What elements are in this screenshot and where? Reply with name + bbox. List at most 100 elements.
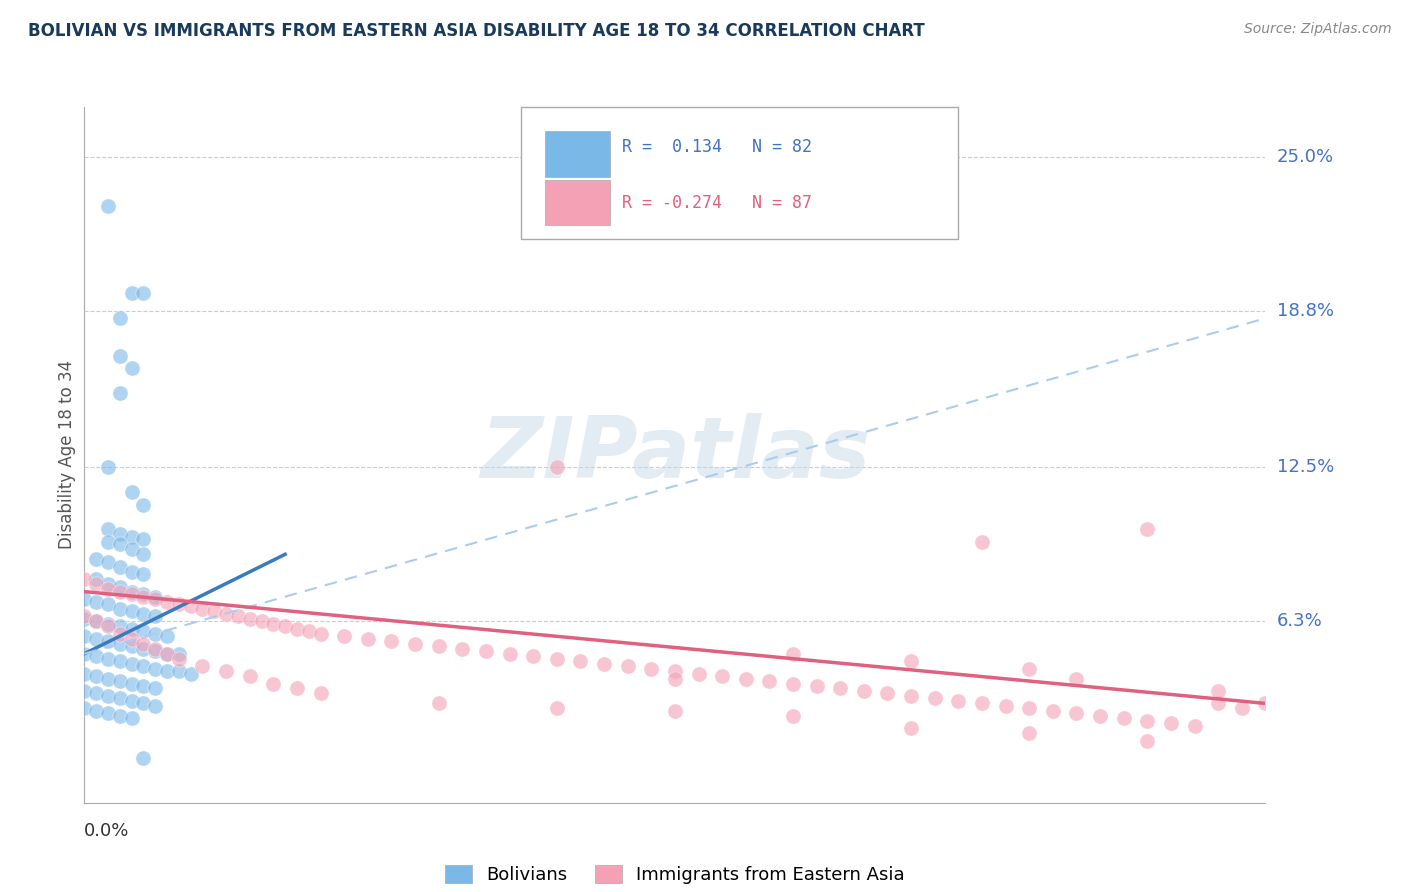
Point bbox=[84, 552, 107, 566]
Point bbox=[73, 684, 96, 698]
Point bbox=[121, 622, 143, 636]
Point bbox=[569, 654, 592, 668]
Point bbox=[1018, 701, 1040, 715]
Point bbox=[132, 607, 155, 621]
Point bbox=[97, 555, 120, 569]
Point bbox=[97, 706, 120, 721]
Point bbox=[121, 694, 143, 708]
Point bbox=[121, 584, 143, 599]
Point bbox=[167, 647, 190, 661]
Point bbox=[73, 701, 96, 715]
Point bbox=[108, 619, 131, 633]
Point bbox=[132, 659, 155, 673]
Point bbox=[84, 594, 107, 608]
Point bbox=[121, 530, 143, 544]
Point bbox=[84, 577, 107, 591]
Point bbox=[73, 647, 96, 661]
Point bbox=[427, 639, 450, 653]
Point bbox=[97, 672, 120, 686]
Point bbox=[900, 721, 922, 735]
Point bbox=[711, 669, 734, 683]
Point bbox=[132, 624, 155, 639]
Point bbox=[97, 534, 120, 549]
Text: 0.0%: 0.0% bbox=[84, 822, 129, 840]
Point bbox=[108, 637, 131, 651]
Point bbox=[108, 537, 131, 551]
Point bbox=[97, 634, 120, 648]
Point bbox=[156, 647, 179, 661]
Point bbox=[121, 632, 143, 646]
Point bbox=[970, 534, 993, 549]
Point bbox=[156, 664, 179, 678]
Point bbox=[1254, 697, 1277, 711]
Point bbox=[1184, 719, 1206, 733]
Text: R =  0.134   N = 82: R = 0.134 N = 82 bbox=[621, 138, 811, 156]
Text: 18.8%: 18.8% bbox=[1277, 301, 1333, 320]
Point bbox=[1018, 662, 1040, 676]
Point bbox=[333, 629, 356, 643]
Point bbox=[97, 597, 120, 611]
Point bbox=[97, 619, 120, 633]
Point bbox=[108, 708, 131, 723]
Point bbox=[298, 624, 321, 639]
Point bbox=[451, 641, 474, 656]
Point bbox=[970, 697, 993, 711]
Point bbox=[84, 704, 107, 718]
Point bbox=[132, 590, 155, 604]
Point bbox=[215, 607, 238, 621]
Point bbox=[108, 602, 131, 616]
Legend: Bolivians, Immigrants from Eastern Asia: Bolivians, Immigrants from Eastern Asia bbox=[437, 857, 912, 891]
Point bbox=[121, 605, 143, 619]
Point bbox=[1066, 706, 1088, 721]
Point bbox=[132, 697, 155, 711]
Point bbox=[1160, 716, 1182, 731]
Point bbox=[108, 584, 131, 599]
Point bbox=[132, 498, 155, 512]
Point bbox=[758, 674, 780, 689]
Point bbox=[250, 615, 273, 629]
Point bbox=[73, 572, 96, 586]
Point bbox=[546, 701, 568, 715]
Text: R = -0.274   N = 87: R = -0.274 N = 87 bbox=[621, 194, 811, 212]
Point bbox=[84, 632, 107, 646]
Text: 6.3%: 6.3% bbox=[1277, 613, 1322, 631]
Point bbox=[664, 664, 686, 678]
Point bbox=[404, 637, 426, 651]
Point bbox=[948, 694, 970, 708]
Point bbox=[132, 679, 155, 693]
Point bbox=[108, 580, 131, 594]
Point bbox=[1136, 523, 1159, 537]
Point bbox=[121, 639, 143, 653]
Point bbox=[84, 686, 107, 700]
Point bbox=[226, 609, 249, 624]
Point bbox=[191, 659, 214, 673]
Point bbox=[1018, 726, 1040, 740]
Point bbox=[1066, 672, 1088, 686]
Point bbox=[132, 286, 155, 301]
Point bbox=[97, 689, 120, 703]
Point bbox=[84, 615, 107, 629]
Point bbox=[97, 616, 120, 631]
Point bbox=[593, 657, 616, 671]
Point bbox=[167, 651, 190, 665]
Point bbox=[1206, 684, 1229, 698]
Point bbox=[522, 649, 544, 664]
Point bbox=[73, 666, 96, 681]
Point bbox=[143, 644, 166, 658]
Point bbox=[262, 676, 284, 690]
Point bbox=[108, 674, 131, 689]
Point bbox=[546, 651, 568, 665]
Point bbox=[1088, 708, 1111, 723]
Point bbox=[121, 361, 143, 376]
Point bbox=[380, 634, 402, 648]
Point bbox=[121, 587, 143, 601]
Point bbox=[97, 582, 120, 596]
Point bbox=[239, 669, 262, 683]
Point bbox=[664, 672, 686, 686]
Point bbox=[924, 691, 946, 706]
Point bbox=[285, 622, 308, 636]
Point bbox=[132, 637, 155, 651]
Point bbox=[734, 672, 756, 686]
Point bbox=[108, 559, 131, 574]
Point bbox=[97, 523, 120, 537]
